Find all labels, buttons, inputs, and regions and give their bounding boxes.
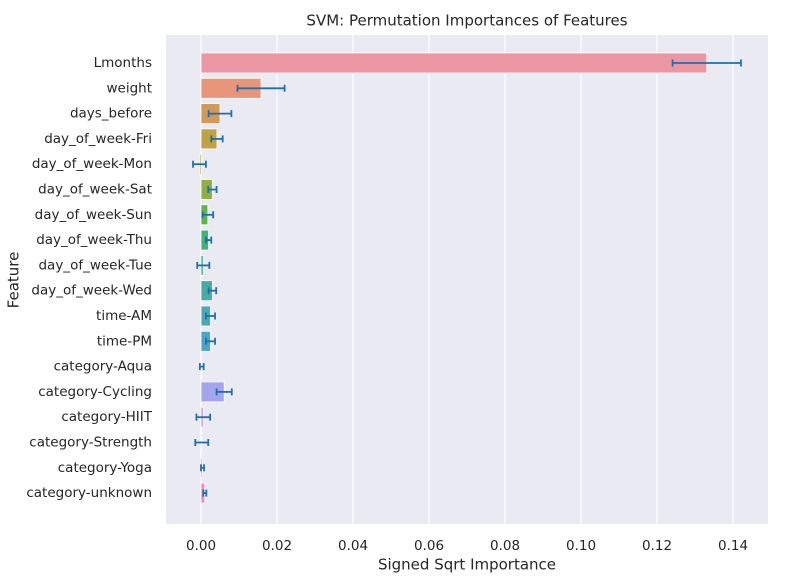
chart-title: SVM: Permutation Importances of Features: [306, 12, 627, 30]
error-bars: [192, 59, 742, 497]
y-tick-label: day_of_week-Thu: [36, 232, 152, 248]
x-tick-label: 0.04: [338, 538, 368, 554]
y-tick-label: category-Strength: [29, 435, 152, 451]
y-tick-label: time-PM: [97, 333, 152, 349]
plot-area: [166, 35, 768, 524]
x-tick-label: 0.06: [414, 538, 444, 554]
y-tick-label: category-Cycling: [38, 384, 152, 400]
y-tick-label: days_before: [70, 106, 152, 122]
x-axis-label: Signed Sqrt Importance: [378, 556, 556, 574]
x-tick-label: 0.08: [490, 538, 520, 554]
y-tick-label: category-unknown: [26, 485, 152, 501]
y-tick-label: weight: [106, 80, 152, 96]
x-tick-label: 0.14: [718, 538, 748, 554]
y-tick-label: Lmonths: [94, 55, 152, 71]
bar: [200, 52, 708, 74]
y-tick-label: category-Aqua: [54, 359, 152, 375]
grid-lines: [200, 35, 734, 524]
x-tick-labels: 0.00 0.02 0.04 0.06 0.08 0.10 0.12 0.14: [186, 538, 748, 554]
y-axis-label: Feature: [5, 252, 23, 309]
y-tick-label: day_of_week-Tue: [38, 257, 152, 273]
x-tick-label: 0.00: [186, 538, 216, 554]
y-tick-label: day_of_week-Sun: [35, 207, 152, 223]
y-tick-label: day_of_week-Sat: [38, 182, 152, 198]
y-tick-label: category-Yoga: [58, 460, 152, 476]
y-tick-label: day_of_week-Fri: [44, 131, 152, 147]
y-tick-label: category-HIIT: [61, 409, 152, 425]
x-tick-label: 0.02: [262, 538, 292, 554]
y-tick-label: day_of_week-Mon: [32, 156, 152, 172]
y-tick-labels: Lmonths weight days_before day_of_week-Frid…: [26, 55, 152, 501]
x-tick-label: 0.10: [566, 538, 596, 554]
y-tick-label: time-AM: [96, 308, 152, 324]
y-tick-label: day_of_week-Wed: [31, 283, 152, 299]
x-tick-label: 0.12: [642, 538, 672, 554]
